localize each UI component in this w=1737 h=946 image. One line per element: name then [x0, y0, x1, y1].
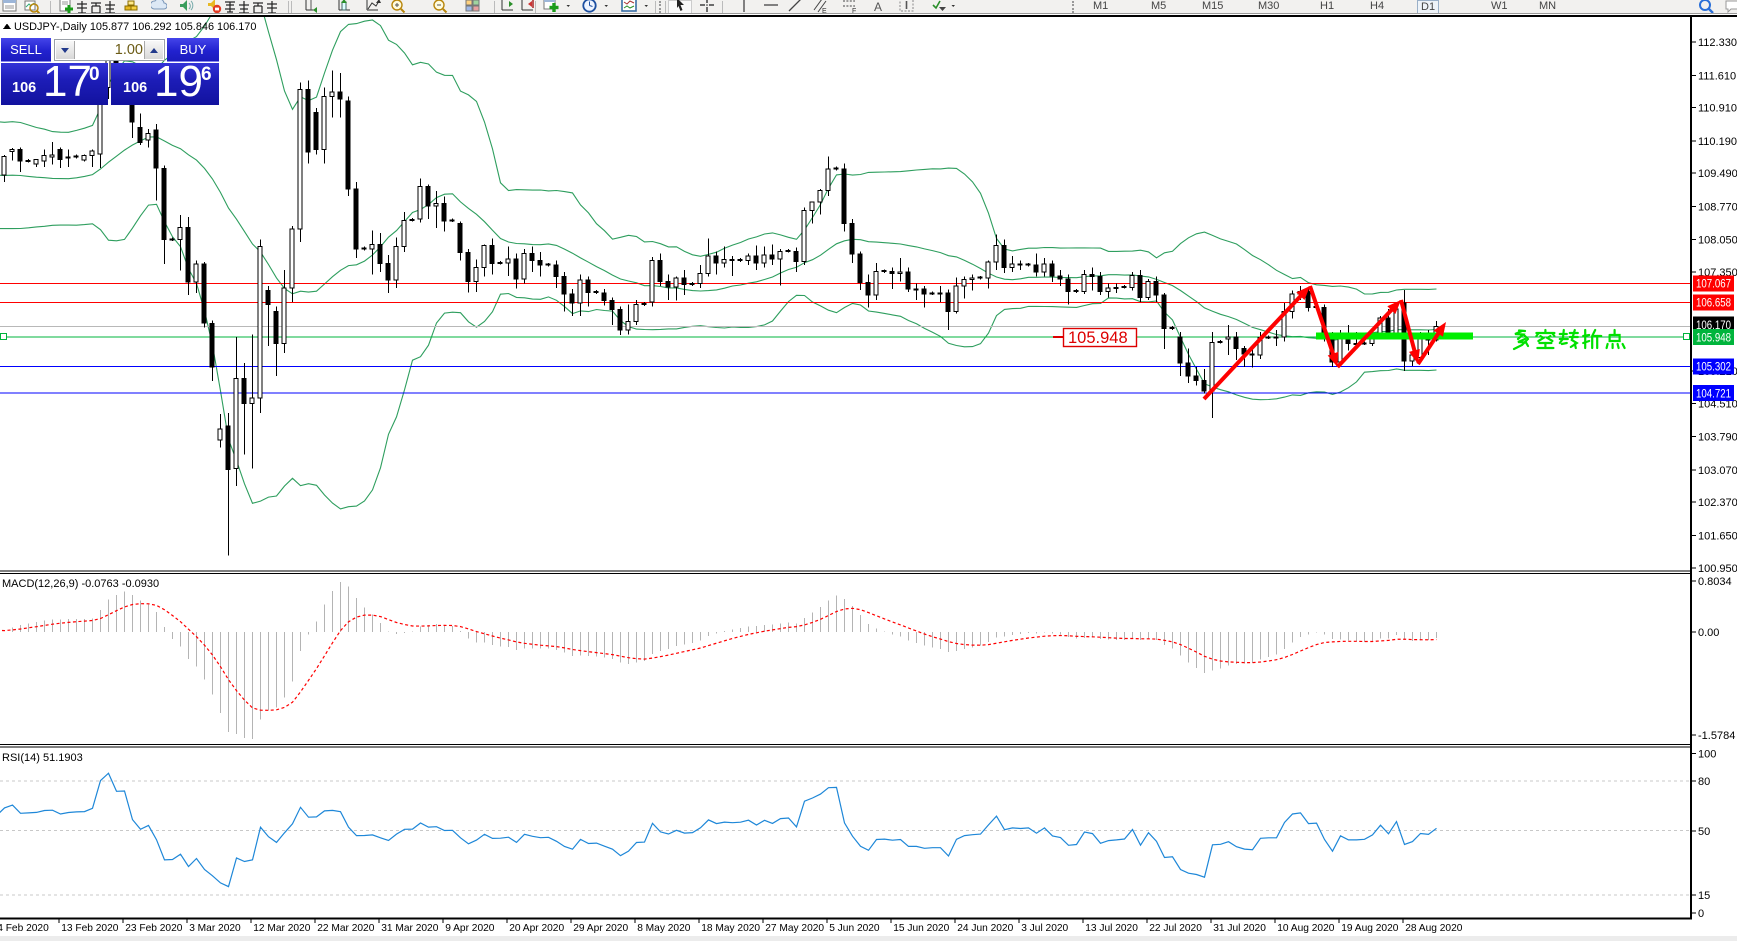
svg-text:100.950: 100.950 — [1698, 563, 1737, 575]
svg-text:107.067: 107.067 — [1696, 279, 1731, 291]
svg-text:108.050: 108.050 — [1698, 235, 1737, 247]
svg-text:8 May 2020: 8 May 2020 — [637, 923, 691, 934]
svg-text:20 Apr 2020: 20 Apr 2020 — [509, 923, 564, 934]
svg-text:22 Mar 2020: 22 Mar 2020 — [317, 923, 375, 934]
svg-text:RSI(14) 51.1903: RSI(14) 51.1903 — [2, 752, 83, 764]
svg-text:13 Jul 2020: 13 Jul 2020 — [1085, 923, 1138, 934]
svg-text:106.658: 106.658 — [1696, 298, 1731, 310]
svg-text:MACD(12,26,9) -0.0763 -0.0930: MACD(12,26,9) -0.0763 -0.0930 — [2, 578, 159, 590]
svg-text:104.510: 104.510 — [1698, 398, 1737, 410]
svg-text:24 Jun 2020: 24 Jun 2020 — [957, 923, 1013, 934]
svg-text:50: 50 — [1698, 826, 1710, 838]
svg-text:3 Jul 2020: 3 Jul 2020 — [1021, 923, 1068, 934]
svg-text:104.721: 104.721 — [1696, 388, 1731, 400]
svg-text:31 Jul 2020: 31 Jul 2020 — [1213, 923, 1266, 934]
svg-text:10 Aug 2020: 10 Aug 2020 — [1277, 923, 1335, 934]
svg-text:USDJPY-,Daily 105.877 106.292: USDJPY-,Daily 105.877 106.292 105.846 10… — [14, 21, 256, 33]
svg-text:0.8034: 0.8034 — [1698, 576, 1732, 588]
svg-text:15: 15 — [1698, 890, 1710, 902]
svg-text:0: 0 — [1698, 908, 1704, 920]
svg-text:19 Aug 2020: 19 Aug 2020 — [1341, 923, 1399, 934]
svg-text:29 Apr 2020: 29 Apr 2020 — [573, 923, 628, 934]
svg-text:22 Jul 2020: 22 Jul 2020 — [1149, 923, 1202, 934]
svg-text:F: F — [852, 8, 856, 14]
svg-text:13 Feb 2020: 13 Feb 2020 — [61, 923, 119, 934]
svg-text:9 Apr 2020: 9 Apr 2020 — [445, 923, 495, 934]
svg-text:111.610: 111.610 — [1698, 70, 1736, 82]
svg-text:80: 80 — [1698, 776, 1710, 788]
svg-text:108.770: 108.770 — [1698, 202, 1737, 214]
svg-text:31 Mar 2020: 31 Mar 2020 — [381, 923, 439, 934]
svg-text:E: E — [822, 8, 827, 14]
svg-text:15 Jun 2020: 15 Jun 2020 — [893, 923, 949, 934]
svg-text:28 Aug 2020: 28 Aug 2020 — [1405, 923, 1463, 934]
svg-text:102.370: 102.370 — [1698, 497, 1737, 509]
svg-text:105.948: 105.948 — [1696, 332, 1731, 344]
svg-text:100: 100 — [1698, 749, 1716, 761]
svg-text:110.910: 110.910 — [1698, 103, 1737, 115]
svg-text:23 Feb 2020: 23 Feb 2020 — [125, 923, 183, 934]
svg-text:3 Mar 2020: 3 Mar 2020 — [189, 923, 241, 934]
svg-text:106.170: 106.170 — [1696, 320, 1731, 332]
svg-text:103.070: 103.070 — [1698, 465, 1737, 477]
svg-text:110.190: 110.190 — [1698, 136, 1737, 148]
svg-text:109.490: 109.490 — [1698, 168, 1737, 180]
svg-text:5 Jun 2020: 5 Jun 2020 — [829, 923, 880, 934]
svg-text:0.00: 0.00 — [1698, 627, 1719, 639]
svg-text:-1.5784: -1.5784 — [1698, 730, 1735, 742]
svg-text:103.790: 103.790 — [1698, 432, 1737, 444]
svg-text:112.330: 112.330 — [1698, 37, 1737, 49]
svg-text:27 May 2020: 27 May 2020 — [765, 923, 824, 934]
svg-text:4 Feb 2020: 4 Feb 2020 — [0, 923, 49, 934]
svg-text:101.650: 101.650 — [1698, 530, 1737, 542]
svg-text:12 Mar 2020: 12 Mar 2020 — [253, 923, 311, 934]
svg-text:18 May 2020: 18 May 2020 — [701, 923, 760, 934]
svg-text:105.302: 105.302 — [1696, 362, 1731, 374]
svg-text:105.948: 105.948 — [1068, 329, 1128, 347]
